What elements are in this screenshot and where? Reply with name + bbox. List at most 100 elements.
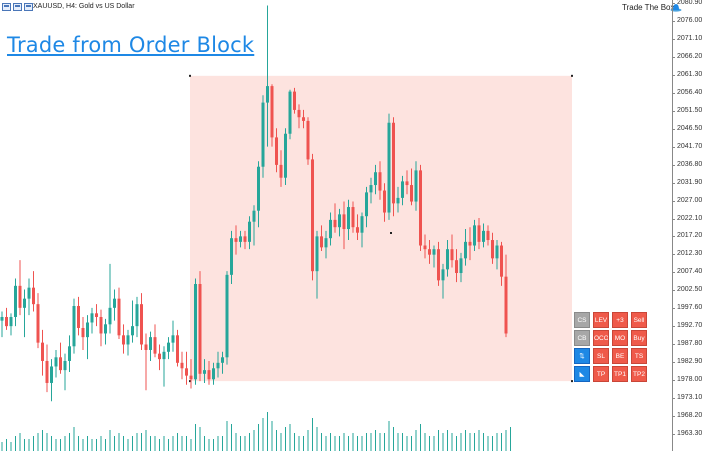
candle[interactable] <box>135 296 139 338</box>
candle[interactable] <box>455 249 458 283</box>
candle[interactable] <box>387 113 391 220</box>
candle[interactable] <box>464 229 467 266</box>
candle[interactable] <box>171 320 175 352</box>
candle[interactable] <box>450 234 454 268</box>
hat-icon[interactable] <box>670 2 682 12</box>
candle[interactable] <box>41 329 44 376</box>
box-center-handle[interactable] <box>390 232 392 234</box>
candle[interactable] <box>266 5 269 147</box>
panel-button-sell[interactable]: Sell <box>631 312 647 328</box>
candle[interactable] <box>149 331 152 361</box>
candle[interactable] <box>108 263 112 334</box>
candle[interactable] <box>284 128 287 186</box>
candle[interactable] <box>432 245 436 268</box>
candle[interactable] <box>158 344 161 371</box>
candle[interactable] <box>491 232 494 264</box>
candle[interactable] <box>131 300 134 343</box>
candle[interactable] <box>140 293 143 350</box>
candle[interactable] <box>45 344 49 393</box>
candle[interactable] <box>32 271 35 312</box>
candle[interactable] <box>356 214 359 241</box>
candle[interactable] <box>176 329 179 367</box>
chart-window-icon[interactable] <box>2 3 11 11</box>
candle[interactable] <box>405 170 409 195</box>
candle[interactable] <box>482 223 485 248</box>
candle[interactable] <box>261 95 265 178</box>
candle[interactable] <box>117 287 121 339</box>
box-anchor-handle[interactable] <box>571 380 573 383</box>
panel-button-tp1[interactable]: TP1 <box>612 366 628 382</box>
candle[interactable] <box>504 254 508 338</box>
candle[interactable] <box>63 353 67 391</box>
candle[interactable] <box>153 324 157 358</box>
candle[interactable] <box>95 304 98 327</box>
candle[interactable] <box>473 219 476 252</box>
candle[interactable] <box>495 240 499 270</box>
candle[interactable] <box>203 359 206 383</box>
candle[interactable] <box>365 186 368 228</box>
candle[interactable] <box>225 271 229 365</box>
chart-window-icon[interactable] <box>24 3 33 11</box>
chart-window-icon[interactable] <box>13 3 22 11</box>
candle[interactable] <box>248 216 251 250</box>
candle[interactable] <box>252 205 256 246</box>
panel-button-be[interactable]: BE <box>612 348 628 364</box>
panel-button-oco[interactable]: OCO <box>593 330 609 346</box>
box-anchor-handle[interactable] <box>189 74 191 77</box>
panel-button-tp2[interactable]: TP2 <box>631 366 647 382</box>
candle[interactable] <box>113 289 116 321</box>
candle[interactable] <box>446 240 449 277</box>
candle[interactable] <box>338 208 341 237</box>
candle[interactable] <box>288 89 292 140</box>
candle[interactable] <box>68 335 71 372</box>
candle[interactable] <box>257 161 260 228</box>
candle[interactable] <box>297 104 301 129</box>
candle[interactable] <box>423 234 427 259</box>
candle[interactable] <box>279 150 283 187</box>
candle[interactable] <box>104 318 107 345</box>
candle[interactable] <box>36 293 40 349</box>
candle[interactable] <box>428 240 431 264</box>
candle[interactable] <box>23 289 26 338</box>
candle[interactable] <box>275 128 278 173</box>
panel-button-tp[interactable]: TP <box>593 366 609 382</box>
candle[interactable] <box>77 296 80 336</box>
candle[interactable] <box>468 227 472 261</box>
candle[interactable] <box>230 230 233 285</box>
candle[interactable] <box>243 230 247 250</box>
candle[interactable] <box>194 278 197 385</box>
candle[interactable] <box>486 225 490 246</box>
candle[interactable] <box>414 161 418 211</box>
candle[interactable] <box>99 309 103 347</box>
candle[interactable] <box>374 164 377 195</box>
candle[interactable] <box>14 278 17 327</box>
candle[interactable] <box>351 201 355 233</box>
box-anchor-handle[interactable] <box>571 74 573 77</box>
candle[interactable] <box>360 212 364 248</box>
candle[interactable] <box>167 337 170 360</box>
candle[interactable] <box>270 84 274 147</box>
candle[interactable] <box>198 271 202 382</box>
candle[interactable] <box>329 212 332 246</box>
candle[interactable] <box>50 359 53 402</box>
candle[interactable] <box>122 324 125 354</box>
candle[interactable] <box>212 362 215 385</box>
candle[interactable] <box>86 315 89 360</box>
candle[interactable] <box>234 225 238 255</box>
candle[interactable] <box>459 252 463 283</box>
panel-button-lev[interactable]: LEV <box>593 312 609 328</box>
candle[interactable] <box>392 117 395 217</box>
panel-button-mo[interactable]: MO <box>612 330 628 346</box>
triangle-icon[interactable]: ◣ <box>574 366 590 382</box>
candle[interactable] <box>500 241 503 286</box>
candle[interactable] <box>383 183 386 222</box>
candle[interactable] <box>180 351 184 380</box>
candle[interactable] <box>396 186 400 213</box>
candle[interactable] <box>18 260 22 316</box>
candle[interactable] <box>320 225 323 252</box>
candle[interactable] <box>59 342 62 374</box>
candle[interactable] <box>315 230 319 299</box>
candle[interactable] <box>342 201 346 250</box>
candle[interactable] <box>306 117 310 165</box>
